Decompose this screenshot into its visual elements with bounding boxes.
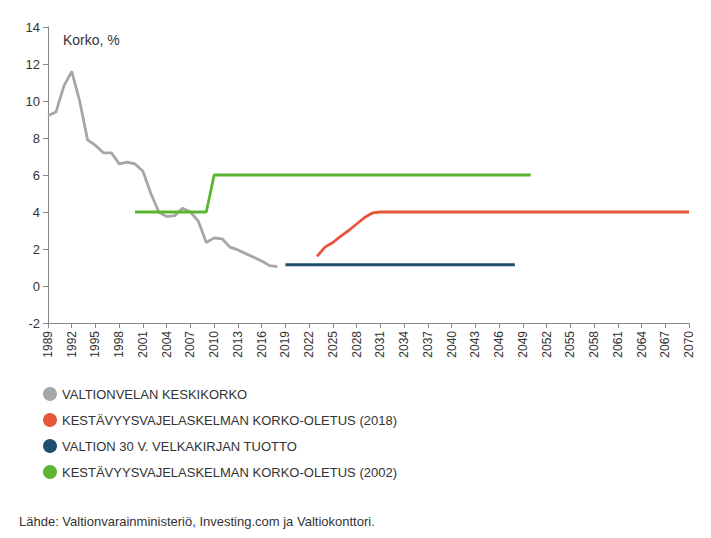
svg-text:2040: 2040 xyxy=(445,331,459,358)
svg-text:2: 2 xyxy=(33,242,40,257)
svg-text:2037: 2037 xyxy=(421,331,435,358)
svg-text:-2: -2 xyxy=(28,316,40,331)
svg-text:2064: 2064 xyxy=(635,331,649,358)
svg-text:2028: 2028 xyxy=(350,331,364,358)
svg-text:KESTÄVYYSVAJELASKELMAN KORKO-O: KESTÄVYYSVAJELASKELMAN KORKO-OLETUS (201… xyxy=(62,413,397,428)
svg-text:12: 12 xyxy=(26,57,40,72)
svg-text:1992: 1992 xyxy=(65,331,79,358)
svg-text:2013: 2013 xyxy=(231,331,245,358)
svg-text:2022: 2022 xyxy=(302,331,316,358)
svg-text:2007: 2007 xyxy=(183,331,197,358)
svg-text:2010: 2010 xyxy=(207,331,221,358)
svg-text:2031: 2031 xyxy=(373,331,387,358)
svg-text:4: 4 xyxy=(33,205,40,220)
svg-text:10: 10 xyxy=(26,94,40,109)
svg-text:1989: 1989 xyxy=(41,331,55,358)
svg-text:6: 6 xyxy=(33,168,40,183)
svg-text:2034: 2034 xyxy=(397,331,411,358)
svg-text:2049: 2049 xyxy=(516,331,530,358)
svg-text:2052: 2052 xyxy=(540,331,554,358)
svg-text:2043: 2043 xyxy=(468,331,482,358)
svg-text:KESTÄVYYSVAJELASKELMAN KORKO-O: KESTÄVYYSVAJELASKELMAN KORKO-OLETUS (200… xyxy=(62,465,397,480)
svg-text:0: 0 xyxy=(33,279,40,294)
svg-text:2004: 2004 xyxy=(160,331,174,358)
svg-text:14: 14 xyxy=(26,20,40,35)
svg-text:2046: 2046 xyxy=(492,331,506,358)
svg-text:2055: 2055 xyxy=(563,331,577,358)
svg-text:2016: 2016 xyxy=(255,331,269,358)
svg-text:2058: 2058 xyxy=(587,331,601,358)
svg-text:2001: 2001 xyxy=(136,331,150,358)
svg-text:Lähde: Valtionvarainministeriö: Lähde: Valtionvarainministeriö, Investin… xyxy=(19,514,375,529)
svg-text:8: 8 xyxy=(33,131,40,146)
svg-text:2067: 2067 xyxy=(658,331,672,358)
svg-text:Korko, %: Korko, % xyxy=(63,32,120,48)
svg-text:1995: 1995 xyxy=(88,331,102,358)
svg-text:2070: 2070 xyxy=(682,331,696,358)
svg-text:VALTION 30 V. VELKAKIRJAN TUOT: VALTION 30 V. VELKAKIRJAN TUOTTO xyxy=(62,439,297,454)
svg-text:1998: 1998 xyxy=(112,331,126,358)
svg-text:2019: 2019 xyxy=(278,331,292,358)
svg-text:2061: 2061 xyxy=(611,331,625,358)
svg-text:2025: 2025 xyxy=(326,331,340,358)
svg-text:VALTIONVELAN KESKIKORKO: VALTIONVELAN KESKIKORKO xyxy=(62,387,247,402)
